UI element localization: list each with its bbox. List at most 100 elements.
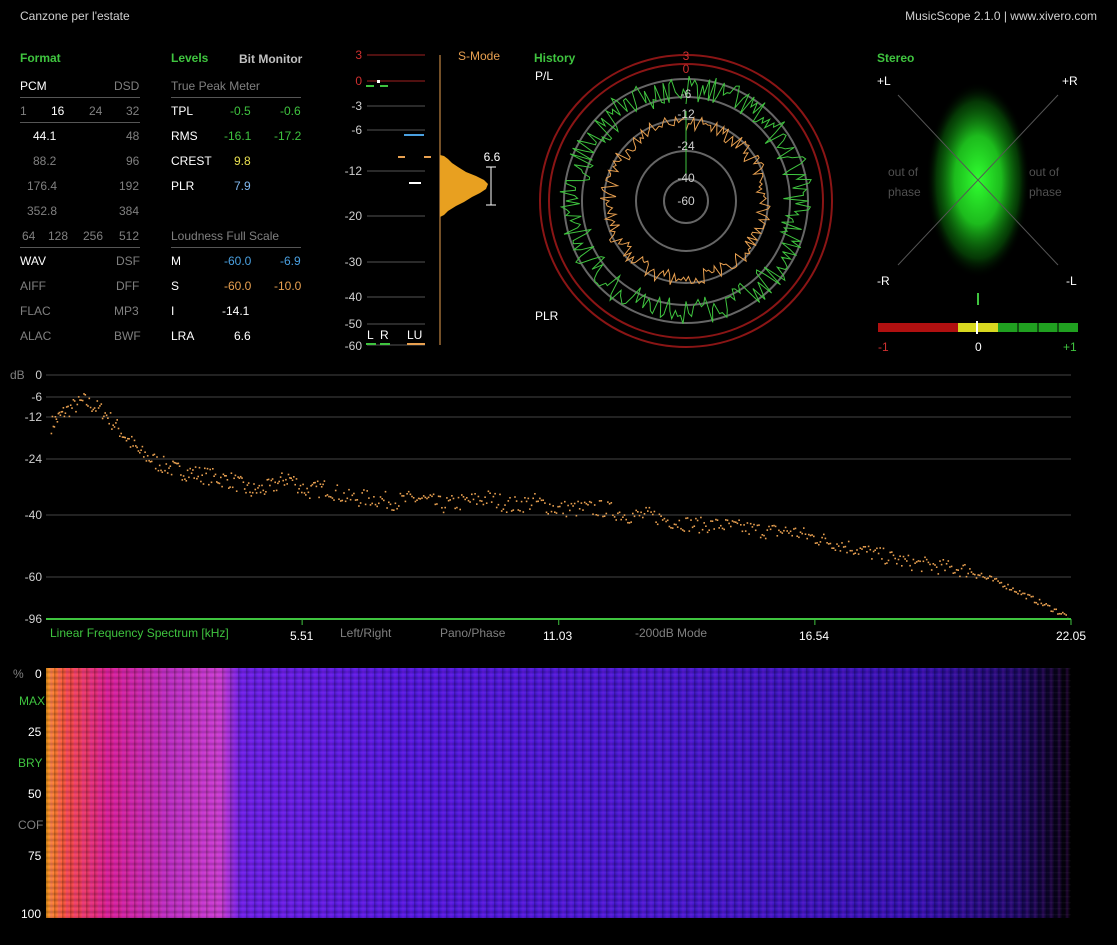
ring-label-m40: -40	[677, 171, 695, 185]
spectrum-point	[622, 516, 624, 518]
rms-marker-blue	[404, 134, 424, 136]
spectrum-point	[182, 475, 185, 477]
spectrum-point	[829, 542, 832, 545]
spectrum-point	[454, 507, 456, 510]
spectrum-point	[751, 526, 754, 528]
spectrum-point	[93, 407, 96, 409]
spectrum-point	[954, 571, 956, 574]
spectrum-point	[309, 497, 311, 499]
spectrum-point	[784, 526, 787, 529]
spectrum-point	[965, 575, 968, 578]
spectrum-chart: 0 -6 -12 -24 -40 -60 -96	[25, 368, 1072, 626]
spectrum-point	[54, 416, 57, 418]
spectrum-point	[690, 519, 692, 521]
spectrum-point	[214, 473, 217, 476]
spectrum-point	[76, 403, 79, 406]
spectrum-point	[920, 570, 923, 573]
lra-label: LRA	[171, 329, 195, 343]
marker-bry[interactable]: BRY	[18, 756, 43, 770]
spectrum-point	[189, 467, 191, 470]
spectrum-point	[549, 503, 551, 506]
spectrum-point	[178, 465, 181, 467]
spectrum-point	[744, 530, 747, 532]
spectrum-point	[824, 537, 827, 540]
plr-label: PLR	[171, 179, 195, 193]
spectrum-point	[637, 511, 639, 513]
spectrum-point	[1023, 592, 1026, 595]
spectrum-point	[144, 451, 146, 453]
spectrum-point	[864, 546, 867, 548]
spectrum-point	[217, 482, 219, 484]
spectrum-point	[638, 514, 641, 517]
bit-monitor-button[interactable]: Bit Monitor	[239, 52, 303, 66]
spectrum-point	[434, 503, 437, 506]
spectrum-point	[695, 517, 697, 520]
spectrum-point	[725, 519, 727, 521]
spectrum-point	[635, 509, 637, 512]
spectrum-point	[441, 507, 443, 509]
left-right-toggle[interactable]: Left/Right	[340, 626, 392, 640]
spectrum-point	[884, 562, 886, 565]
spectrum-point	[748, 533, 750, 535]
spectrum-point	[969, 568, 971, 570]
spectrum-point	[975, 577, 978, 579]
spectrum-point	[1012, 587, 1014, 589]
spectrum-point	[343, 492, 345, 494]
spectrum-point	[331, 497, 334, 499]
peak-marker-right	[380, 85, 388, 87]
spectrum-point	[749, 522, 752, 525]
ring-0	[548, 63, 824, 339]
spectrum-point	[186, 469, 189, 472]
spectrum-point	[711, 520, 714, 522]
sg-tick-75: 75	[28, 849, 42, 863]
history-traces	[559, 75, 812, 324]
spectrum-point	[985, 578, 988, 580]
spectrum-point	[363, 489, 365, 491]
spectrum-point	[145, 460, 148, 462]
meter-tick-m60: -60	[345, 339, 363, 353]
spectrum-point	[416, 499, 418, 501]
spectrum-point	[218, 482, 221, 485]
spectrum-point	[374, 503, 377, 506]
history-radar: 3 0 -6 -12 -24 -40 -60	[539, 49, 833, 348]
spectrum-point	[226, 479, 229, 481]
spectrum-point	[261, 484, 263, 487]
spectrum-point	[1058, 612, 1061, 615]
spectrum-point	[212, 468, 214, 470]
spectrum-point	[396, 507, 398, 510]
spectrum-point	[502, 508, 505, 510]
marker-cof[interactable]: COF	[18, 818, 44, 832]
spectrum-point	[431, 495, 433, 498]
spectrum-point	[419, 498, 422, 500]
spectrum-point	[459, 508, 461, 511]
app-version[interactable]: MusicScope 2.1.0 | www.xivero.com	[905, 9, 1097, 23]
spectrum-point	[369, 504, 372, 506]
marker-max[interactable]: MAX	[19, 694, 46, 708]
spectrum-point	[193, 477, 195, 479]
spectrum-point	[196, 477, 198, 480]
spectrum-point	[997, 580, 999, 582]
spectrum-point	[906, 560, 908, 562]
s-mode-button[interactable]: S-Mode	[458, 49, 501, 63]
spectrum-point	[329, 496, 332, 498]
spectrum-point	[269, 484, 271, 487]
spectrum-point	[678, 519, 681, 522]
spectrum-point	[705, 525, 707, 527]
spectrum-point	[99, 405, 101, 407]
200db-mode-toggle[interactable]: -200dB Mode	[635, 626, 708, 640]
pano-phase-toggle[interactable]: Pano/Phase	[440, 626, 506, 640]
spectrum-point	[320, 486, 323, 488]
spectrum-point	[190, 472, 193, 474]
spectrum-point	[472, 498, 475, 501]
lra-meter-value: 6.6	[484, 150, 501, 164]
spectrum-point	[791, 534, 793, 537]
loudness-histogram	[440, 155, 488, 217]
spectrum-point	[131, 435, 133, 438]
meter-tick-0: 0	[355, 74, 362, 88]
spectrum-point	[529, 508, 531, 510]
spectrum-point	[676, 526, 679, 528]
spectrum-point	[77, 396, 80, 398]
spectrum-point	[116, 419, 118, 421]
spectrum-point	[658, 513, 661, 516]
spectrum-point	[944, 569, 946, 572]
